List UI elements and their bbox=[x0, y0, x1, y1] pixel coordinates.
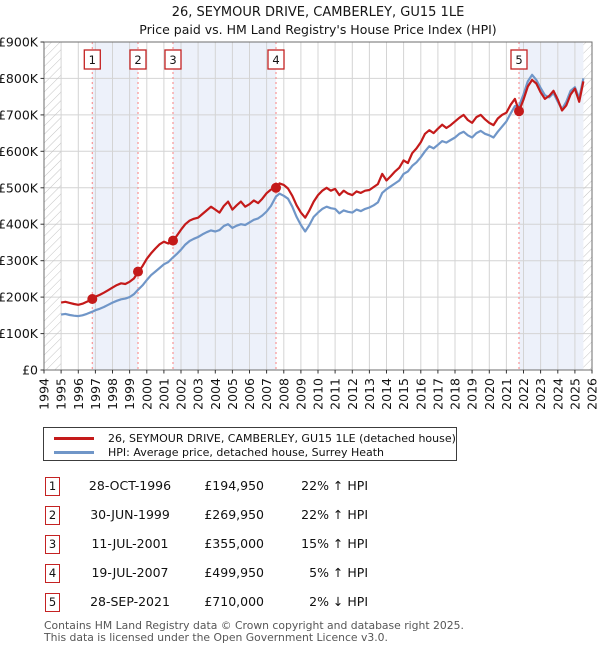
sale-price: £710,000 bbox=[204, 594, 264, 609]
svg-text:3: 3 bbox=[169, 53, 176, 67]
sale-date: 11-JUL-2001 bbox=[91, 536, 169, 551]
svg-text:£100K: £100K bbox=[0, 326, 39, 341]
svg-text:1999: 1999 bbox=[122, 378, 137, 410]
legend-item-price: 26, SEYMOUR DRIVE, CAMBERLEY, GU15 1LE (… bbox=[44, 431, 456, 445]
svg-text:1995: 1995 bbox=[54, 378, 69, 410]
y-axis-labels: £0 £100K £200K £300K £400K £500K £600K £700K £80… bbox=[0, 35, 39, 378]
sale-price: £355,000 bbox=[204, 536, 264, 551]
svg-text:2008: 2008 bbox=[276, 378, 291, 410]
price-line-swatch-icon bbox=[54, 436, 94, 440]
sale-price: £194,950 bbox=[204, 478, 264, 493]
svg-text:4: 4 bbox=[272, 53, 279, 67]
hpi-series-line bbox=[60, 73, 585, 318]
sale-table-row: 3 11-JUL-2001 £355,000 15% ↑ HPI bbox=[0, 535, 600, 557]
svg-text:£300K: £300K bbox=[0, 253, 39, 268]
sale-number-badge: 5 bbox=[45, 593, 60, 612]
svg-text:2013: 2013 bbox=[362, 378, 377, 410]
svg-text:£600K: £600K bbox=[0, 144, 39, 159]
sale-price: £499,950 bbox=[204, 565, 264, 580]
svg-text:2006: 2006 bbox=[242, 378, 257, 410]
svg-text:1996: 1996 bbox=[71, 378, 86, 410]
svg-text:2000: 2000 bbox=[139, 378, 154, 410]
sale-number-badge: 2 bbox=[45, 506, 60, 525]
license-footer: Contains HM Land Registry data © Crown c… bbox=[44, 620, 584, 643]
svg-text:2015: 2015 bbox=[396, 378, 411, 410]
svg-text:2010: 2010 bbox=[311, 378, 326, 410]
svg-text:2021: 2021 bbox=[499, 378, 514, 410]
sale-date: 19-JUL-2007 bbox=[91, 565, 169, 580]
svg-text:2024: 2024 bbox=[550, 378, 565, 410]
sale-number-badge: 3 bbox=[45, 535, 60, 554]
svg-text:2014: 2014 bbox=[379, 378, 394, 410]
x-axis-labels: 1994 1995 1996 1997 1998 1999 2000 2001 2002 2003… bbox=[37, 378, 600, 410]
sale-point-markers bbox=[87, 106, 524, 304]
svg-text:1: 1 bbox=[89, 53, 96, 67]
chart-title: 26, SEYMOUR DRIVE, CAMBERLEY, GU15 1LE P… bbox=[18, 4, 600, 38]
svg-text:£400K: £400K bbox=[0, 217, 39, 232]
chart-title-line1: 26, SEYMOUR DRIVE, CAMBERLEY, GU15 1LE bbox=[171, 5, 465, 20]
sale-table-row: 1 28-OCT-1996 £194,950 22% ↑ HPI bbox=[0, 477, 600, 499]
svg-text:£700K: £700K bbox=[0, 107, 39, 122]
price-history-chart: 1 2 3 4 5 £0 £100K £200K £300K £400K £500K £600K £70… bbox=[0, 35, 600, 410]
price-series-line bbox=[60, 78, 585, 306]
svg-text:2007: 2007 bbox=[259, 378, 274, 410]
sale-table-row: 4 19-JUL-2007 £499,950 5% ↑ HPI bbox=[0, 564, 600, 586]
svg-text:2016: 2016 bbox=[413, 378, 428, 410]
svg-text:2022: 2022 bbox=[516, 378, 531, 410]
sale-table-row: 2 30-JUN-1999 £269,950 22% ↑ HPI bbox=[0, 506, 600, 528]
chart-title-line2: Price paid vs. HM Land Registry's House … bbox=[139, 22, 497, 37]
svg-text:£900K: £900K bbox=[0, 35, 39, 50]
svg-text:£800K: £800K bbox=[0, 71, 39, 86]
svg-text:2020: 2020 bbox=[482, 378, 497, 410]
svg-text:£500K: £500K bbox=[0, 180, 39, 195]
legend-item-hpi: HPI: Average price, detached house, Surr… bbox=[44, 445, 456, 459]
legend-label-hpi: HPI: Average price, detached house, Surr… bbox=[108, 445, 385, 459]
axis-ticks bbox=[40, 41, 593, 374]
sale-hpi-delta: 15% ↑ HPI bbox=[301, 536, 368, 551]
sale-number-badge: 1 bbox=[45, 477, 60, 496]
svg-text:2001: 2001 bbox=[156, 378, 171, 410]
svg-text:2023: 2023 bbox=[533, 378, 548, 410]
legend: 26, SEYMOUR DRIVE, CAMBERLEY, GU15 1LE (… bbox=[43, 427, 457, 461]
no-data-hatch bbox=[44, 42, 592, 370]
svg-text:2003: 2003 bbox=[191, 378, 206, 410]
sale-date: 28-OCT-1996 bbox=[88, 478, 172, 493]
footer-line2: This data is licensed under the Open Gov… bbox=[44, 630, 388, 644]
sale-date: 30-JUN-1999 bbox=[90, 507, 170, 522]
svg-text:2005: 2005 bbox=[225, 378, 240, 410]
svg-text:2: 2 bbox=[134, 53, 141, 67]
sale-table-row: 5 28-SEP-2021 £710,000 2% ↓ HPI bbox=[0, 593, 600, 615]
svg-text:2025: 2025 bbox=[567, 378, 582, 410]
svg-text:2002: 2002 bbox=[174, 378, 189, 410]
sale-hpi-delta: 2% ↓ HPI bbox=[309, 594, 368, 609]
svg-text:2011: 2011 bbox=[328, 378, 343, 410]
svg-text:1997: 1997 bbox=[88, 378, 103, 410]
sale-hpi-delta: 5% ↑ HPI bbox=[309, 565, 368, 580]
svg-text:1994: 1994 bbox=[37, 378, 52, 410]
svg-text:2012: 2012 bbox=[345, 378, 360, 410]
sale-number-markers: 1 2 3 4 5 bbox=[83, 49, 528, 70]
svg-text:£200K: £200K bbox=[0, 290, 39, 305]
svg-text:5: 5 bbox=[515, 53, 522, 67]
sale-date: 28-SEP-2021 bbox=[90, 594, 170, 609]
svg-text:2018: 2018 bbox=[448, 378, 463, 410]
svg-text:1998: 1998 bbox=[105, 378, 120, 410]
svg-text:2017: 2017 bbox=[430, 378, 445, 410]
svg-text:2009: 2009 bbox=[293, 378, 308, 410]
svg-text:2004: 2004 bbox=[208, 378, 223, 410]
ownership-bands bbox=[92, 42, 584, 370]
svg-text:£0: £0 bbox=[22, 363, 38, 378]
sale-hpi-delta: 22% ↑ HPI bbox=[301, 478, 368, 493]
svg-text:2019: 2019 bbox=[465, 378, 480, 410]
hpi-line-swatch-icon bbox=[54, 450, 94, 454]
sale-hpi-delta: 22% ↑ HPI bbox=[301, 507, 368, 522]
footer-line1: Contains HM Land Registry data © Crown c… bbox=[44, 619, 464, 632]
svg-text:2026: 2026 bbox=[585, 378, 600, 410]
sale-price: £269,950 bbox=[204, 507, 264, 522]
sale-number-badge: 4 bbox=[45, 564, 60, 583]
legend-label-price: 26, SEYMOUR DRIVE, CAMBERLEY, GU15 1LE (… bbox=[108, 431, 456, 445]
